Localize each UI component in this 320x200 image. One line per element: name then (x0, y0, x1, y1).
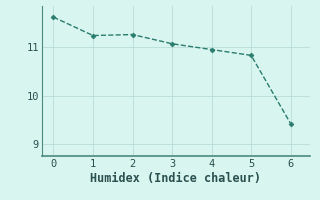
X-axis label: Humidex (Indice chaleur): Humidex (Indice chaleur) (91, 172, 261, 185)
